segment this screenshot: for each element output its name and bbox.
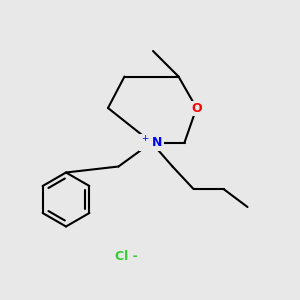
Text: Cl -: Cl -	[115, 250, 137, 263]
Text: O: O	[191, 101, 202, 115]
Text: $^+$N: $^+$N	[140, 135, 163, 150]
